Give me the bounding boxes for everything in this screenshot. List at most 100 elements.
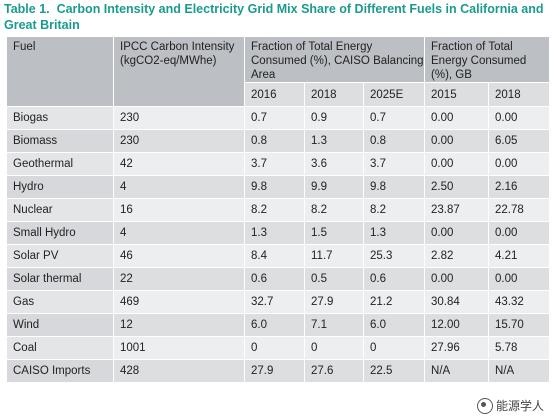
cell-g2015: 23.87 [424,198,490,222]
cell-c2025: 0.7 [362,106,426,130]
cell-c2018: 0.5 [304,267,364,291]
cell-fuel: Wind [6,313,114,337]
cell-c2016: 0.8 [244,129,305,153]
table-row: Solar PV 46 8.4 11.7 25.3 2.82 4.21 [6,244,551,268]
cell-g2018: 0.00 [488,267,551,291]
table-caption: Table 1. Carbon Intensity and Electricit… [4,1,552,33]
cell-g2018: 4.21 [488,244,551,268]
cell-c2025: 8.2 [362,198,426,222]
cell-c2016: 0.7 [244,106,305,130]
cell-c2025: 6.0 [362,313,426,337]
table-row: Wind 12 6.0 7.1 6.0 12.00 15.70 [6,313,551,337]
table-row: Biogas 230 0.7 0.9 0.7 0.00 0.00 [6,106,551,130]
cell-ipcc: 22 [113,267,245,291]
cell-g2015: 0.00 [424,267,490,291]
cell-fuel: Nuclear [6,198,114,222]
header-gb: Fraction of Total Energy Consumed (%), G… [424,36,551,83]
cell-fuel: Gas [6,290,114,314]
cell-c2025: 22.5 [362,359,426,383]
cell-c2018: 0.9 [304,106,364,130]
cell-g2015: 0.00 [424,106,490,130]
cell-ipcc: 46 [113,244,245,268]
cell-fuel: Solar thermal [6,267,114,291]
cell-c2025: 25.3 [362,244,426,268]
cell-g2018: 0.00 [488,106,551,130]
cell-g2015: 0.00 [424,129,490,153]
table-row: Solar thermal 22 0.6 0.5 0.6 0.00 0.00 [6,267,551,291]
table-row: Coal 1001 0 0 0 27.96 5.78 [6,336,551,360]
cell-g2015: N/A [424,359,490,383]
cell-c2018: 27.6 [304,359,364,383]
cell-g2018: 15.70 [488,313,551,337]
cell-ipcc: 1001 [113,336,245,360]
table-row: Gas 469 32.7 27.9 21.2 30.84 43.32 [6,290,551,314]
table-row: Geothermal 42 3.7 3.6 3.7 0.00 0.00 [6,152,551,176]
cell-c2016: 32.7 [244,290,305,314]
cell-g2015: 0.00 [424,221,490,245]
cell-c2016: 8.4 [244,244,305,268]
cell-fuel: Solar PV [6,244,114,268]
cell-c2016: 0 [244,336,305,360]
table-row: Small Hydro 4 1.3 1.5 1.3 0.00 0.00 [6,221,551,245]
header-ipcc: IPCC Carbon Intensity (kgCO2-eq/MWhe) [113,36,245,107]
cell-fuel: Hydro [6,175,114,199]
cell-c2018: 27.9 [304,290,364,314]
cell-c2025: 3.7 [362,152,426,176]
cell-g2018: 0.00 [488,152,551,176]
cell-c2018: 3.6 [304,152,364,176]
wechat-icon [476,397,493,414]
cell-g2015: 0.00 [424,152,490,176]
cell-c2025: 0.6 [362,267,426,291]
cell-fuel: Biomass [6,129,114,153]
cell-g2015: 12.00 [424,313,490,337]
caption-title: Carbon Intensity and Electricity Grid Mi… [4,2,544,32]
cell-c2025: 0 [362,336,426,360]
table-row: Biomass 230 0.8 1.3 0.8 0.00 6.05 [6,129,551,153]
cell-c2025: 9.8 [362,175,426,199]
cell-g2015: 2.82 [424,244,490,268]
cell-c2016: 27.9 [244,359,305,383]
cell-g2018: 6.05 [488,129,551,153]
cell-ipcc: 16 [113,198,245,222]
cell-c2025: 21.2 [362,290,426,314]
table-row: Hydro 4 9.8 9.9 9.8 2.50 2.16 [6,175,551,199]
cell-g2018: 0.00 [488,221,551,245]
cell-c2018: 8.2 [304,198,364,222]
cell-g2018: 2.16 [488,175,551,199]
cell-c2016: 9.8 [244,175,305,199]
year-caiso-2018: 2018 [304,82,364,107]
cell-fuel: Geothermal [6,152,114,176]
cell-g2015: 2.50 [424,175,490,199]
year-header-row: 2016 2018 2025E 2015 2018 [7,82,551,107]
cell-fuel: CAISO Imports [6,359,114,383]
cell-ipcc: 428 [113,359,245,383]
cell-c2016: 1.3 [244,221,305,245]
cell-ipcc: 4 [113,221,245,245]
year-caiso-2025e: 2025E [362,82,426,107]
year-gb-2018: 2018 [488,82,551,107]
cell-c2018: 11.7 [304,244,364,268]
cell-c2018: 0 [304,336,364,360]
table-row: Nuclear 16 8.2 8.2 8.2 23.87 22.78 [6,198,551,222]
watermark-text: 能源学人 [495,399,544,413]
cell-g2015: 30.84 [424,290,490,314]
cell-c2016: 3.7 [244,152,305,176]
cell-ipcc: 12 [113,313,245,337]
cell-fuel: Coal [6,336,114,360]
cell-ipcc: 230 [113,129,245,153]
caption-label: Table 1. [4,2,50,16]
cell-fuel: Biogas [6,106,114,130]
year-caiso-2016: 2016 [244,82,305,107]
cell-g2018: 22.78 [488,198,551,222]
cell-g2018: 5.78 [488,336,551,360]
cell-g2015: 27.96 [424,336,490,360]
cell-fuel: Small Hydro [6,221,114,245]
cell-ipcc: 469 [113,290,245,314]
cell-c2018: 7.1 [304,313,364,337]
cell-g2018: N/A [488,359,551,383]
cell-c2018: 1.3 [304,129,364,153]
cell-c2025: 0.8 [362,129,426,153]
table-row: CAISO Imports 428 27.9 27.6 22.5 N/A N/A [6,359,551,383]
cell-ipcc: 42 [113,152,245,176]
data-table: Fuel IPCC Carbon Intensity (kgCO2-eq/MWh… [6,36,551,383]
